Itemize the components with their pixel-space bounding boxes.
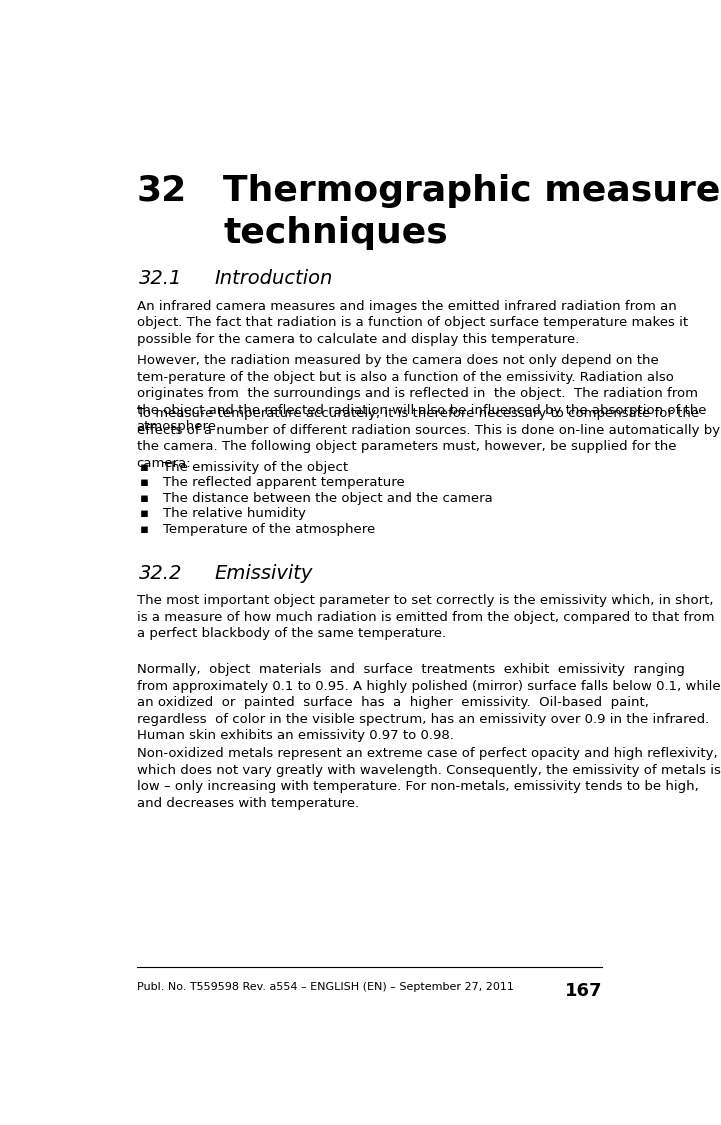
Text: ▪: ▪ — [139, 476, 149, 489]
Text: The relative humidity: The relative humidity — [164, 507, 306, 521]
Text: The reflected apparent temperature: The reflected apparent temperature — [164, 476, 405, 489]
Text: 32: 32 — [136, 174, 187, 208]
Text: The emissivity of the object: The emissivity of the object — [164, 461, 348, 474]
Text: ▪: ▪ — [139, 461, 149, 474]
Text: Introduction: Introduction — [215, 269, 333, 288]
Text: 32.1: 32.1 — [139, 269, 183, 288]
Text: To measure temperature accurately, it is therefore necessary to compensate for t: To measure temperature accurately, it is… — [136, 407, 720, 469]
Text: ▪: ▪ — [139, 523, 149, 537]
Text: Publ. No. T559598 Rev. a554 – ENGLISH (EN) – September 27, 2011: Publ. No. T559598 Rev. a554 – ENGLISH (E… — [136, 982, 513, 992]
Text: Normally,  object  materials  and  surface  treatments  exhibit  emissivity  ran: Normally, object materials and surface t… — [136, 664, 720, 743]
Text: The distance between the object and the camera: The distance between the object and the … — [164, 492, 493, 505]
Text: However, the radiation measured by the camera does not only depend on the tem-pe: However, the radiation measured by the c… — [136, 354, 706, 433]
Text: 167: 167 — [565, 982, 603, 1000]
Text: Thermographic measurement
techniques: Thermographic measurement techniques — [224, 174, 721, 250]
Text: ▪: ▪ — [139, 507, 149, 521]
Text: Non-oxidized metals represent an extreme case of perfect opacity and high reflex: Non-oxidized metals represent an extreme… — [136, 747, 720, 810]
Text: 32.2: 32.2 — [139, 564, 183, 583]
Text: ▪: ▪ — [139, 492, 149, 505]
Text: Temperature of the atmosphere: Temperature of the atmosphere — [164, 523, 376, 537]
Text: An infrared camera measures and images the emitted infrared radiation from an ob: An infrared camera measures and images t… — [136, 299, 688, 345]
Text: The most important object parameter to set correctly is the emissivity which, in: The most important object parameter to s… — [136, 594, 714, 640]
Text: Emissivity: Emissivity — [215, 564, 313, 583]
